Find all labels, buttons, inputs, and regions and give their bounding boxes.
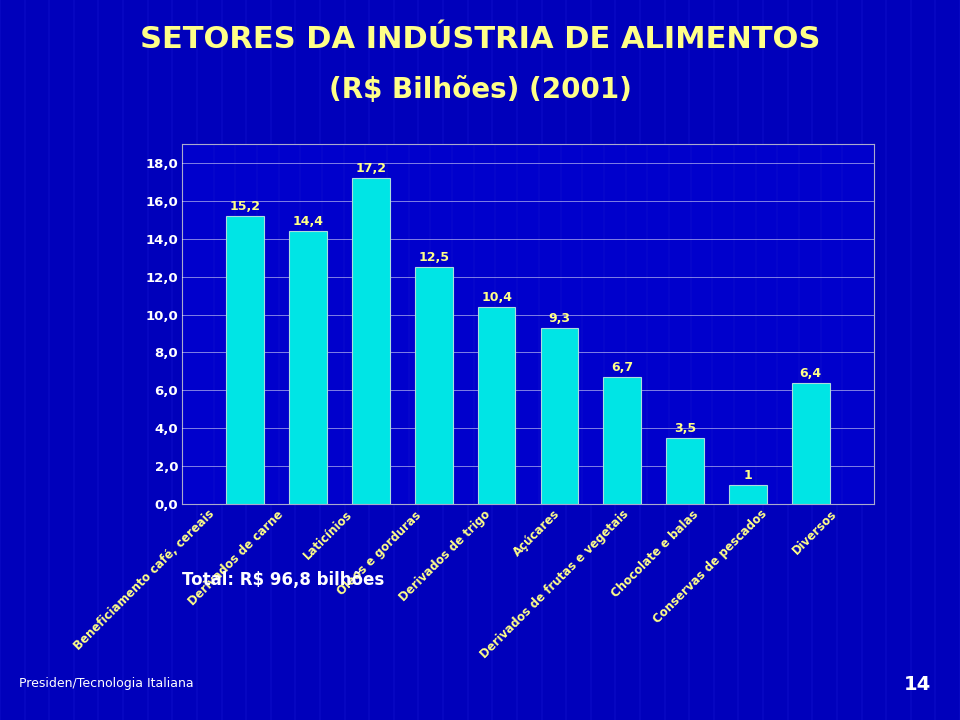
Text: 12,5: 12,5	[419, 251, 449, 264]
Text: Óleos e gorduras: Óleos e gorduras	[334, 508, 424, 598]
Bar	[289, 231, 327, 504]
Text: 3,5: 3,5	[674, 422, 696, 435]
Bar	[540, 328, 578, 504]
Text: Derivados de carne: Derivados de carne	[186, 508, 286, 608]
Bar	[352, 178, 390, 504]
Text: 14: 14	[904, 675, 931, 693]
Text: Laticínios: Laticínios	[301, 508, 355, 562]
Text: Beneficiamento café, cereais: Beneficiamento café, cereais	[71, 508, 217, 653]
Text: Presiden/Tecnologia Italiana: Presiden/Tecnologia Italiana	[19, 678, 194, 690]
Text: 9,3: 9,3	[548, 312, 570, 325]
Bar	[478, 307, 516, 504]
Text: Açúcares: Açúcares	[511, 508, 563, 559]
Text: Chocolate e balas: Chocolate e balas	[609, 508, 701, 600]
Text: 14,4: 14,4	[293, 215, 324, 228]
Bar	[227, 216, 264, 504]
Text: SETORES DA INDÚSTRIA DE ALIMENTOS: SETORES DA INDÚSTRIA DE ALIMENTOS	[140, 25, 820, 54]
Text: 6,4: 6,4	[800, 367, 822, 380]
Text: Derivados de trigo: Derivados de trigo	[397, 508, 493, 604]
Bar	[604, 377, 641, 504]
Bar	[792, 383, 829, 504]
Text: (R$ Bilhões) (2001): (R$ Bilhões) (2001)	[328, 76, 632, 104]
Text: 15,2: 15,2	[229, 200, 261, 213]
Text: 10,4: 10,4	[481, 291, 512, 304]
Text: Total: R$ 96,8 bilhões: Total: R$ 96,8 bilhões	[182, 570, 385, 589]
Text: 17,2: 17,2	[355, 162, 387, 175]
Bar	[415, 267, 452, 504]
Bar	[729, 485, 767, 504]
Text: Derivados de frutas e vegetais: Derivados de frutas e vegetais	[478, 508, 632, 661]
Text: 1: 1	[744, 469, 753, 482]
Text: Diversos: Diversos	[789, 508, 839, 557]
Bar	[666, 438, 704, 504]
Text: Conservas de pescados: Conservas de pescados	[651, 508, 770, 626]
Text: 6,7: 6,7	[612, 361, 634, 374]
